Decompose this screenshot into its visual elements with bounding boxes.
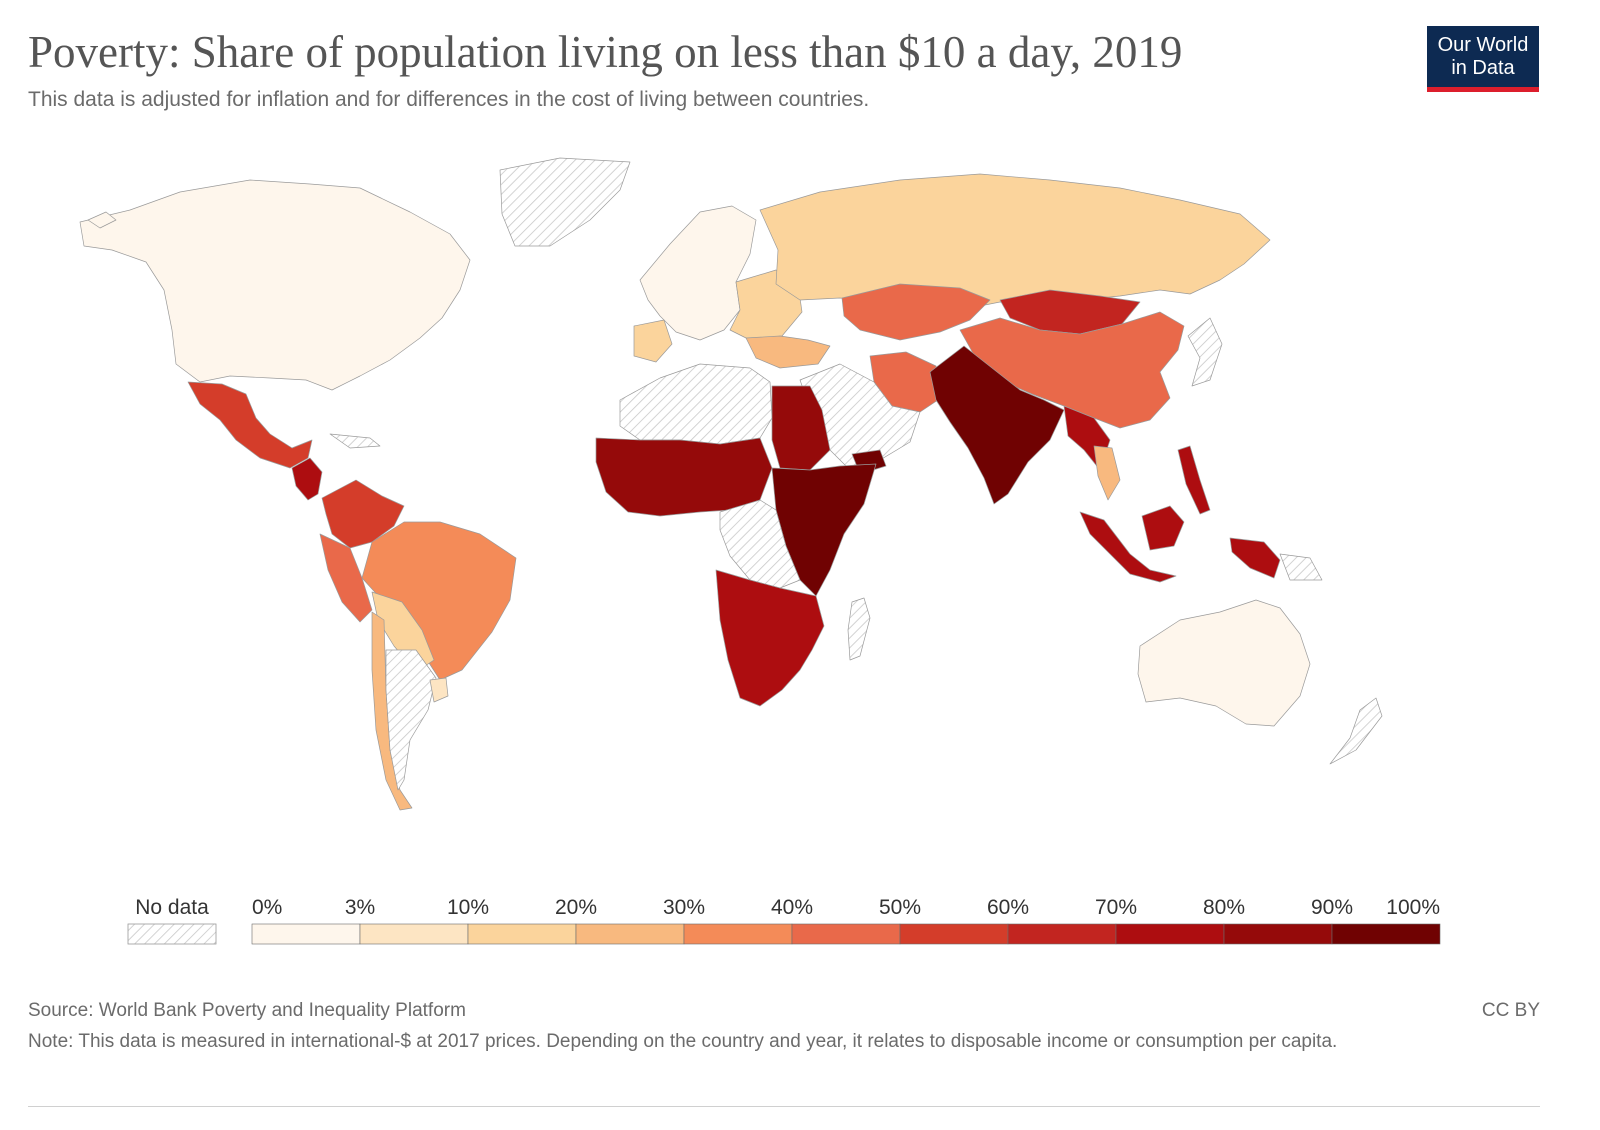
country-central-america[interactable] <box>291 457 323 501</box>
legend-tick-label: 80% <box>1203 896 1245 919</box>
legend-tick-label: 90% <box>1311 896 1353 919</box>
legend-no-data-label: No data <box>135 896 209 919</box>
legend-tick-label: 10% <box>447 896 489 919</box>
country-uruguay[interactable] <box>429 677 449 703</box>
legend-bin-0-3[interactable] <box>251 923 361 945</box>
country-png[interactable] <box>1279 553 1323 581</box>
country-argentina[interactable] <box>385 649 437 791</box>
legend-tick-label: 3% <box>345 896 375 919</box>
country-southern-africa[interactable] <box>715 569 825 707</box>
chart-subtitle: This data is adjusted for inflation and … <box>28 88 870 111</box>
country-kazakhstan[interactable] <box>841 283 991 341</box>
legend-tick-label: 0% <box>252 896 282 919</box>
country-papua[interactable] <box>1229 537 1281 579</box>
country-north-america[interactable] <box>79 179 471 391</box>
country-japan-korea[interactable] <box>1187 317 1223 387</box>
country-central-africa[interactable] <box>719 499 801 589</box>
legend-bins <box>251 923 1441 945</box>
country-new-zealand[interactable] <box>1329 697 1383 765</box>
legend-bin-90-100[interactable] <box>1331 923 1441 945</box>
legend-tick-label: 30% <box>663 896 705 919</box>
legend-ticks: 0% 3% 10% 20% 30% 40% 50% 60% 70% 80% 90% 100% <box>252 896 1440 919</box>
country-australia[interactable] <box>1137 599 1311 727</box>
country-thailand[interactable] <box>1093 445 1121 501</box>
country-egypt-sudan[interactable] <box>771 385 831 471</box>
country-borneo[interactable] <box>1141 505 1185 551</box>
country-colombia-venezuela[interactable] <box>321 479 405 549</box>
legend-tick-label: 50% <box>879 896 921 919</box>
country-iberia[interactable] <box>633 319 673 363</box>
logo-line-2: in Data <box>1451 57 1515 79</box>
country-south-asia[interactable] <box>929 345 1065 505</box>
country-turkey[interactable] <box>745 335 831 369</box>
legend-bin-40-50[interactable] <box>791 923 901 945</box>
country-indonesia[interactable] <box>1079 511 1177 583</box>
country-philippines[interactable] <box>1177 445 1211 515</box>
country-chile[interactable] <box>371 611 413 811</box>
chart-title: Poverty: Share of population living on l… <box>28 27 1183 77</box>
country-china[interactable] <box>959 311 1185 429</box>
country-alaska-islands[interactable] <box>87 211 117 229</box>
legend-tick-label: 60% <box>987 896 1029 919</box>
legend-tick-label: 20% <box>555 896 597 919</box>
world-map[interactable] <box>60 150 1480 830</box>
legend: No data 0% 3% 10% 20% 30% 40% 50% 60% 70% 80% 90% 1… <box>127 896 1441 945</box>
logo-line-1: Our World <box>1437 34 1529 56</box>
footnote: Note: This data is measured in internati… <box>28 1031 1338 1052</box>
footer-divider <box>28 1106 1540 1107</box>
country-russia[interactable] <box>759 173 1271 311</box>
country-peru[interactable] <box>319 533 373 623</box>
country-madagascar[interactable] <box>847 597 871 661</box>
legend-no-data-swatch <box>127 923 217 945</box>
logo-accent-bar <box>1427 87 1539 92</box>
license-link[interactable]: CC BY <box>1481 1000 1540 1021</box>
legend-bin-80-90[interactable] <box>1223 923 1333 945</box>
legend-tick-label: 40% <box>771 896 813 919</box>
country-north-africa[interactable] <box>619 363 773 445</box>
legend-bin-50-60[interactable] <box>899 923 1009 945</box>
legend-tick-label: 70% <box>1095 896 1137 919</box>
legend-bin-60-70[interactable] <box>1007 923 1117 945</box>
source-note: Source: World Bank Poverty and Inequalit… <box>28 1000 466 1021</box>
country-greenland[interactable] <box>499 157 631 247</box>
legend-bin-30-40[interactable] <box>683 923 793 945</box>
country-caribbean[interactable] <box>329 433 381 449</box>
country-mexico[interactable] <box>187 381 313 469</box>
legend-bin-20-30[interactable] <box>575 923 685 945</box>
legend-bin-3-10[interactable] <box>359 923 469 945</box>
legend-bin-10-20[interactable] <box>467 923 577 945</box>
legend-tick-label: 100% <box>1386 896 1440 919</box>
owid-logo[interactable]: Our World in Data <box>1427 26 1539 92</box>
legend-bin-70-80[interactable] <box>1115 923 1225 945</box>
